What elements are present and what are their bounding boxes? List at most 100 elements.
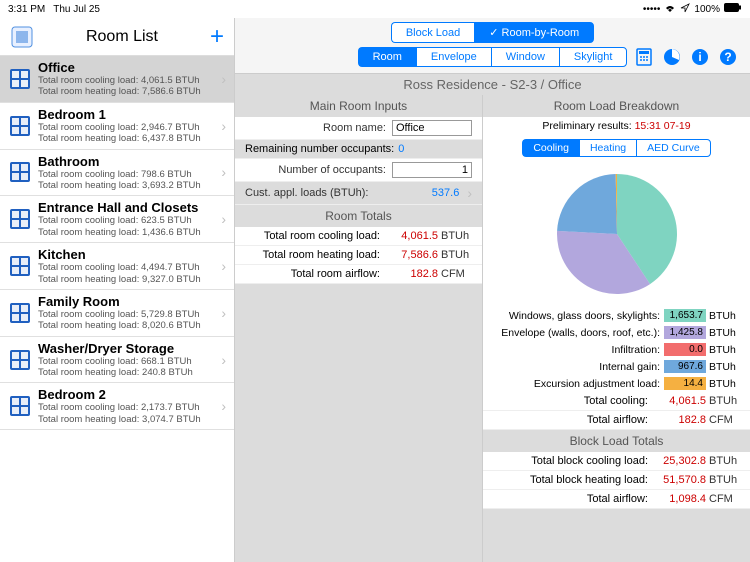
room-cooling: Total room cooling load: 4,061.5 BTUh (38, 75, 221, 86)
breadcrumb: Ross Residence - S2-3 / Office (235, 74, 750, 95)
mode-block-load[interactable]: Block Load (391, 22, 474, 43)
totals-row: Total airflow:182.8CFM (483, 411, 750, 430)
room-icon (8, 301, 32, 325)
room-heating: Total room heating load: 3,693.2 BTUh (38, 180, 221, 191)
room-icon (8, 114, 32, 138)
remaining-label: Remaining number occupants: (245, 143, 394, 155)
chart-tab-heating[interactable]: Heating (579, 139, 636, 157)
calculator-icon[interactable] (634, 47, 654, 67)
room-name-label: Room name: (245, 122, 392, 134)
room-icon (8, 207, 32, 231)
room-heating: Total room heating load: 8,020.6 BTUh (38, 320, 221, 331)
room-heating: Total room heating load: 9,327.0 BTUh (38, 274, 221, 285)
room-list-sidebar: Room List + Office Total room cooling lo… (0, 18, 235, 562)
room-name-input[interactable] (392, 120, 472, 136)
room-heating: Total room heating load: 7,586.6 BTUh (38, 86, 221, 97)
inputs-title: Main Room Inputs (235, 95, 482, 117)
tab-room[interactable]: Room (358, 47, 416, 67)
room-name: Bathroom (38, 154, 221, 169)
sidebar-title: Room List (34, 28, 210, 46)
chart-tab-cooling[interactable]: Cooling (522, 139, 579, 157)
appl-row[interactable]: Cust. appl. loads (BTUh): 537.6 › (235, 182, 482, 205)
chevron-icon: › (221, 164, 226, 180)
chevron-icon: › (221, 352, 226, 368)
add-room-button[interactable]: + (210, 23, 224, 51)
legend-row: Envelope (walls, doors, roof, etc.):1,42… (483, 324, 750, 341)
room-item[interactable]: Bathroom Total room cooling load: 798.6 … (0, 150, 234, 197)
room-name: Kitchen (38, 247, 221, 262)
app-icon[interactable] (10, 25, 34, 49)
info-icon[interactable]: i (690, 47, 710, 67)
room-heating: Total room heating load: 3,074.7 BTUh (38, 414, 221, 425)
room-item[interactable]: Kitchen Total room cooling load: 4,494.7… (0, 243, 234, 290)
room-heating: Total room heating load: 1,436.6 BTUh (38, 227, 221, 238)
block-totals-title: Block Load Totals (483, 430, 750, 452)
wifi-icon (664, 3, 676, 16)
room-totals-title: Room Totals (235, 205, 482, 227)
tab-window[interactable]: Window (491, 47, 559, 67)
status-date: Thu Jul 25 (53, 4, 100, 15)
room-cooling: Total room cooling load: 623.5 BTUh (38, 215, 221, 226)
battery-icon (724, 3, 742, 15)
occupants-label: Number of occupants: (245, 164, 392, 176)
help-icon[interactable]: ? (718, 47, 738, 67)
room-cooling: Total room cooling load: 4,494.7 BTUh (38, 262, 221, 273)
room-icon (8, 348, 32, 372)
appl-value: 537.6 (432, 187, 460, 199)
room-name: Office (38, 60, 221, 75)
room-icon (8, 394, 32, 418)
pie-slice (557, 174, 617, 234)
status-bar: 3:31 PM Thu Jul 25 ••••• 100% (0, 0, 750, 18)
room-cooling: Total room cooling load: 2,173.7 BTUh (38, 402, 221, 413)
totals-row: Total block heating load:51,570.8BTUh (483, 471, 750, 490)
room-cooling: Total room cooling load: 798.6 BTUh (38, 169, 221, 180)
room-cooling: Total room cooling load: 668.1 BTUh (38, 356, 221, 367)
room-item[interactable]: Family Room Total room cooling load: 5,7… (0, 290, 234, 337)
chart-tab-aed[interactable]: AED Curve (636, 139, 711, 157)
room-icon (8, 254, 32, 278)
legend-row: Excursion adjustment load:14.4BTUh (483, 375, 750, 392)
room-name: Bedroom 1 (38, 107, 221, 122)
pie-chart (483, 161, 750, 307)
room-item[interactable]: Bedroom 2 Total room cooling load: 2,173… (0, 383, 234, 430)
room-heating: Total room heating load: 240.8 BTUh (38, 367, 221, 378)
legend-row: Internal gain:967.6BTUh (483, 358, 750, 375)
room-name: Entrance Hall and Closets (38, 200, 221, 215)
totals-row: Total room cooling load:4,061.5BTUh (235, 227, 482, 246)
legend-row: Windows, glass doors, skylights:1,653.7B… (483, 307, 750, 324)
chevron-icon: › (221, 211, 226, 227)
room-item[interactable]: Office Total room cooling load: 4,061.5 … (0, 56, 234, 103)
remaining-value: 0 (398, 143, 404, 155)
breakdown-title: Room Load Breakdown (483, 95, 750, 117)
tab-skylight[interactable]: Skylight (559, 47, 628, 67)
status-time: 3:31 PM (8, 4, 45, 15)
battery-text: 100% (694, 4, 720, 15)
tab-envelope[interactable]: Envelope (416, 47, 491, 67)
chevron-icon: › (221, 398, 226, 414)
room-item[interactable]: Bedroom 1 Total room cooling load: 2,946… (0, 103, 234, 150)
room-name: Washer/Dryer Storage (38, 341, 221, 356)
chart-icon[interactable] (662, 47, 682, 67)
signal-icon: ••••• (643, 4, 661, 15)
mode-room-by-room[interactable]: ✓ Room-by-Room (474, 22, 594, 43)
room-item[interactable]: Entrance Hall and Closets Total room coo… (0, 196, 234, 243)
appl-label: Cust. appl. loads (BTUh): (245, 187, 432, 199)
chevron-icon: › (221, 258, 226, 274)
totals-row: Total block cooling load:25,302.8BTUh (483, 452, 750, 471)
main-inputs-panel: Main Room Inputs Room name: Remaining nu… (235, 95, 483, 562)
svg-text:?: ? (724, 50, 731, 64)
prelim-results: Preliminary results: 15:31 07-19 (483, 117, 750, 135)
toolbar: Block Load ✓ Room-by-Room Room Envelope … (235, 18, 750, 74)
room-cooling: Total room cooling load: 5,729.8 BTUh (38, 309, 221, 320)
occupants-input[interactable] (392, 162, 472, 178)
breakdown-panel: Room Load Breakdown Preliminary results:… (483, 95, 750, 562)
totals-row: Total room heating load:7,586.6BTUh (235, 246, 482, 265)
room-heating: Total room heating load: 6,437.8 BTUh (38, 133, 221, 144)
room-item[interactable]: Washer/Dryer Storage Total room cooling … (0, 337, 234, 384)
chevron-icon: › (221, 118, 226, 134)
chevron-icon: › (221, 71, 226, 87)
room-icon (8, 160, 32, 184)
svg-text:i: i (698, 50, 701, 64)
totals-row: Total room airflow:182.8CFM (235, 265, 482, 284)
room-cooling: Total room cooling load: 2,946.7 BTUh (38, 122, 221, 133)
